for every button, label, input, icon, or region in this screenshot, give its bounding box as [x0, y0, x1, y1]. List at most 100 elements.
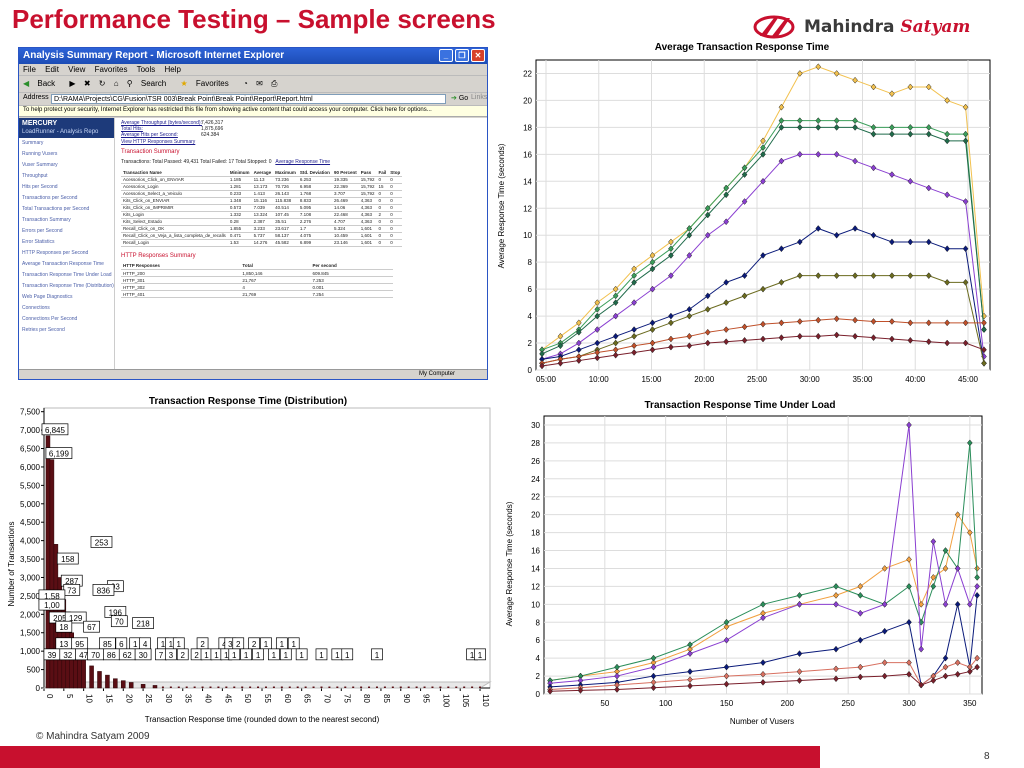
close-button[interactable]: ✕	[471, 49, 485, 62]
nav-item[interactable]: Transaction Response Time (Distribution)	[22, 283, 114, 289]
y-tick-label: 24	[531, 475, 540, 484]
y-tick-label: 2,500	[20, 592, 41, 601]
nav-item[interactable]: Running Vusers	[22, 151, 58, 157]
data-point	[668, 343, 674, 351]
menu-edit[interactable]: Edit	[45, 65, 59, 74]
favorites-button[interactable]: ★ Favorites	[180, 79, 234, 88]
nav-item[interactable]: Connections Per Second	[22, 316, 78, 322]
data-point	[906, 582, 912, 590]
nav-item[interactable]: Hits per Second	[22, 184, 58, 190]
data-point	[649, 346, 656, 354]
table-header-cell: Stop	[388, 169, 403, 177]
nav-item[interactable]: Transaction Summary	[22, 217, 71, 223]
data-point	[650, 654, 657, 662]
table-header-cell: Std. Deviation	[297, 169, 332, 177]
data-point	[918, 645, 924, 653]
bar-data-label: 218	[132, 617, 154, 629]
table-cell: 4,363	[358, 204, 377, 212]
nav-item[interactable]: Retries per Second	[22, 327, 65, 333]
maximize-button[interactable]: ❐	[455, 49, 469, 62]
data-point	[686, 225, 693, 232]
home-button[interactable]: ⌂	[113, 79, 119, 88]
data-point	[881, 565, 888, 572]
table-cell: 1.7	[297, 225, 332, 233]
table-row: HTTP_401 21,769 7.254	[121, 290, 393, 298]
nav-item[interactable]: Total Transactions per Second	[22, 206, 90, 212]
table-header-cell: Average	[251, 169, 274, 177]
y-tick-label: 12	[531, 582, 540, 591]
nav-item[interactable]: Error Statistics	[22, 239, 55, 245]
data-point	[815, 316, 822, 324]
data-point	[723, 672, 730, 680]
stop-button[interactable]: ✖	[83, 79, 91, 88]
nav-item[interactable]: Errors per Second	[22, 228, 63, 234]
x-tick-label: 50	[243, 694, 252, 703]
data-point	[918, 681, 924, 689]
nav-item[interactable]: Web Page Diagnostics	[22, 294, 73, 300]
nav-item[interactable]: Throughput	[22, 173, 48, 179]
mail-button[interactable]: ✉	[256, 79, 263, 88]
menu-tools[interactable]: Tools	[136, 65, 156, 74]
data-point	[760, 177, 766, 185]
address-input[interactable]: D:\RAMA\Projects\CG\Fusion\TSR 003\Break…	[51, 94, 446, 104]
distribution-bar	[169, 686, 172, 688]
back-button[interactable]: ◀ Back	[23, 79, 61, 88]
y-tick-label: 16	[531, 547, 540, 556]
http-table: HTTP Responses Total Per second HTTP_200 1,…	[121, 262, 393, 298]
info-bar[interactable]: To help protect your security, Internet …	[19, 106, 487, 117]
data-point	[760, 600, 766, 608]
nav-item[interactable]: Average Transaction Response Time	[22, 261, 104, 267]
stat-label[interactable]: Total Hits:	[121, 126, 143, 132]
menu-help[interactable]: Help	[164, 65, 181, 74]
data-point	[833, 331, 840, 339]
forward-button[interactable]: ▶	[69, 79, 76, 88]
bar-data-label: 6,199	[45, 447, 73, 459]
go-button[interactable]: ➔ Go	[451, 95, 469, 102]
table-cell: 5.095	[297, 204, 332, 212]
http-summary-link[interactable]: View HTTP Responses Summary	[121, 139, 196, 145]
data-point	[723, 338, 729, 346]
minimize-button[interactable]: _	[439, 49, 453, 62]
report-nav: MERCURY LoadRunner - Analysis Repo Summa…	[19, 118, 115, 369]
stat-label[interactable]: Average Hits per Second:	[121, 132, 178, 138]
data-point	[815, 225, 822, 232]
nav-item[interactable]: Summary	[22, 140, 44, 146]
nav-item[interactable]: Connections	[22, 305, 50, 311]
y-tick-label: 3,000	[20, 573, 41, 582]
x-tick-label: 150	[720, 699, 734, 708]
avg-response-link[interactable]: Average Response Time	[275, 159, 331, 165]
menu-view[interactable]: View	[68, 65, 86, 74]
data-point	[907, 272, 914, 280]
data-point	[833, 70, 840, 77]
refresh-button[interactable]: ↻	[98, 79, 106, 88]
chart2-title: Transaction Response Time (Distribution)	[149, 396, 347, 407]
bar-data-label: 1	[341, 648, 354, 661]
y-tick-label: 20	[523, 96, 532, 105]
y-tick-label: 500	[27, 666, 41, 675]
menu-file[interactable]: File	[23, 65, 36, 74]
x-tick-label: 80	[362, 694, 371, 703]
label-text: 1	[299, 651, 304, 660]
label-box	[92, 584, 115, 596]
label-text: 1	[292, 640, 297, 649]
data-point	[612, 299, 619, 306]
data-point	[797, 70, 803, 77]
print-button[interactable]: ⎙	[271, 79, 278, 88]
nav-item[interactable]: HTTP Responses per Second	[22, 250, 89, 256]
links-label[interactable]: Links	[471, 94, 488, 101]
stat-label[interactable]: Average Throughput (bytes/second):	[121, 120, 202, 126]
data-point	[631, 349, 637, 356]
y-tick-label: 14	[531, 564, 540, 573]
nav-item[interactable]: Transactions per Second	[22, 195, 78, 201]
nav-item[interactable]: Vuser Summary	[22, 162, 58, 168]
y-tick-label: 0	[528, 366, 533, 375]
search-button[interactable]: ⚲ Search	[127, 79, 172, 88]
table-cell: 4	[240, 283, 311, 291]
y-tick-label: 14	[523, 177, 532, 186]
history-button[interactable]: ◔	[243, 79, 248, 88]
nav-item[interactable]: Transaction Response Time Under Load	[22, 272, 112, 278]
menu-favorites[interactable]: Favorites	[94, 65, 128, 74]
distribution-bar	[257, 686, 260, 688]
y-tick-label: 4,000	[20, 537, 41, 546]
bar-data-label: 1	[268, 648, 280, 661]
